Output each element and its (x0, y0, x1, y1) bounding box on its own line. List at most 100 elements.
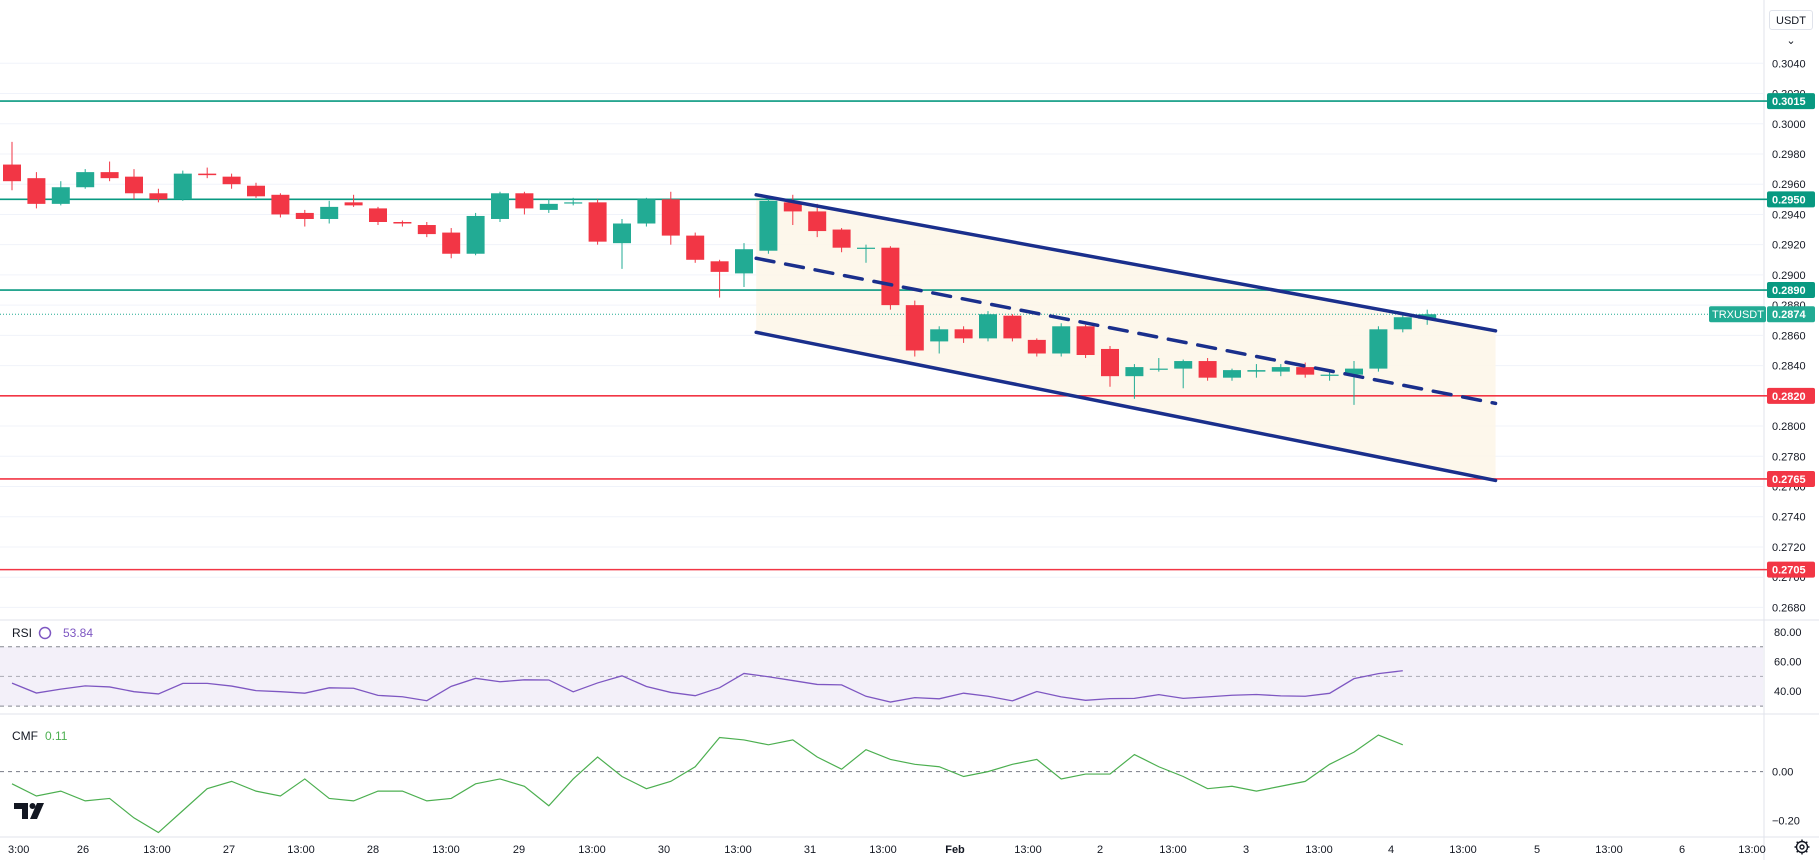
candle-down (1198, 361, 1217, 378)
cmf-value: 0.11 (45, 729, 68, 743)
symbol-tag (1709, 306, 1766, 323)
rsi-pane: 80.00 60.00 40.00 RSI 53.84 (0, 626, 1802, 707)
time-tick-label: 13:00 (869, 844, 897, 856)
support-level-tag (1767, 470, 1815, 487)
candle-up (1393, 317, 1412, 330)
candle-up (539, 203, 558, 210)
time-axis: 3:00 26 13:00 27 13:00 28 13:00 29 13:00 30 13:00 3… (8, 844, 1766, 856)
price-tick-label: 0.2680 (1772, 602, 1806, 614)
candle-up (173, 173, 192, 200)
candle-down (369, 208, 387, 222)
candle-down (100, 172, 119, 179)
candle-down (515, 193, 534, 209)
candle-down (295, 212, 314, 219)
price-tick-label: 0.2860 (1772, 330, 1806, 342)
time-tick-label: 13:00 (1738, 844, 1766, 856)
candle-down (442, 232, 461, 254)
time-tick-label: 13:00 (287, 844, 315, 856)
candle-up (1174, 361, 1193, 369)
price-tick-label: 0.2840 (1772, 361, 1806, 373)
candle-down (271, 194, 290, 215)
channel-upper-line (754, 193, 1498, 333)
cmf-pane: 0.00 −0.20 CMF 0.11 (0, 729, 1800, 834)
currency-selector[interactable]: USDT ⌄ (1769, 10, 1813, 47)
candle-down (808, 211, 827, 232)
time-tick-label: 5 (1534, 844, 1540, 856)
cmf-tick-label: −0.20 (1772, 815, 1800, 827)
time-tick-label: 3 (1243, 844, 1249, 856)
candle-up (759, 200, 778, 251)
candle-down (1027, 339, 1046, 354)
candle-up (857, 247, 875, 249)
candle-down (198, 173, 217, 176)
price-tick-label: 0.2960 (1772, 179, 1806, 191)
candle-down (393, 222, 412, 224)
rsi-tick-label: 80.00 (1774, 627, 1802, 639)
candle-up (1369, 329, 1388, 369)
settings-gear-icon[interactable] (1793, 838, 1811, 856)
candle-up (637, 199, 656, 224)
channel-fill (756, 194, 1496, 481)
candle-up (1320, 374, 1339, 376)
candle-up (76, 172, 95, 188)
candle-down (1296, 367, 1315, 375)
price-tick-label: 0.2800 (1772, 421, 1806, 433)
time-tick-label: Feb (945, 844, 965, 856)
candle-up (1247, 370, 1266, 372)
rsi-title: RSI (12, 626, 32, 640)
candle-up (51, 187, 70, 204)
candle-up (1149, 368, 1168, 370)
support-level-tag (1767, 387, 1815, 404)
candle-up (979, 314, 997, 339)
rsi-refresh-icon (38, 626, 52, 640)
time-tick-label: 28 (367, 844, 379, 856)
candle-up (1223, 370, 1241, 378)
time-tick-label: 2 (1097, 844, 1103, 856)
time-tick-label: 13:00 (1159, 844, 1187, 856)
candles (3, 141, 1437, 405)
candle-down (222, 176, 241, 185)
time-tick-label: 13:00 (1595, 844, 1623, 856)
price-tick-label: 0.2940 (1772, 209, 1806, 221)
cmf-line (11, 734, 1404, 834)
candle-down (27, 178, 46, 204)
candle-up (1345, 368, 1363, 375)
price-tick-label: 0.2720 (1772, 542, 1806, 554)
time-tick-label: 13:00 (1014, 844, 1042, 856)
candle-down (149, 193, 168, 200)
resistance-level-label: 0.3015 (1772, 96, 1806, 108)
candle-up (491, 193, 509, 219)
price-tick-label: 0.2740 (1772, 512, 1806, 524)
candle-down (344, 202, 363, 206)
rsi-tick-label: 40.00 (1774, 686, 1802, 698)
candle-down (588, 202, 607, 242)
time-tick-label: 31 (804, 844, 816, 856)
candle-down (881, 247, 900, 306)
time-tick-label: 13:00 (143, 844, 171, 856)
time-tick-label: 30 (658, 844, 670, 856)
symbol-label: TRXUSDT (1712, 309, 1764, 321)
resistance-level-tag (1767, 93, 1815, 110)
candle-up (1125, 367, 1144, 377)
rsi-tick-label: 60.00 (1774, 657, 1802, 669)
candle-down (954, 329, 973, 339)
time-tick-label: 6 (1679, 844, 1685, 856)
tradingview-logo (14, 803, 44, 819)
price-tick-label: 0.2980 (1772, 149, 1806, 161)
candle-down (125, 176, 143, 194)
candle-down (417, 225, 436, 235)
price-tick-label: 0.2900 (1772, 270, 1806, 282)
candle-up (1418, 314, 1437, 319)
price-tick-label: 0.2920 (1772, 240, 1806, 252)
resistance-level-tag (1767, 191, 1815, 208)
time-tick-label: 13:00 (724, 844, 752, 856)
candle-up (613, 223, 631, 244)
price-tick-label: 0.3040 (1772, 58, 1806, 70)
candle-down (1076, 326, 1095, 356)
candle-up (1271, 367, 1290, 372)
candle-up (320, 206, 339, 219)
time-tick-label: 13:00 (1449, 844, 1477, 856)
